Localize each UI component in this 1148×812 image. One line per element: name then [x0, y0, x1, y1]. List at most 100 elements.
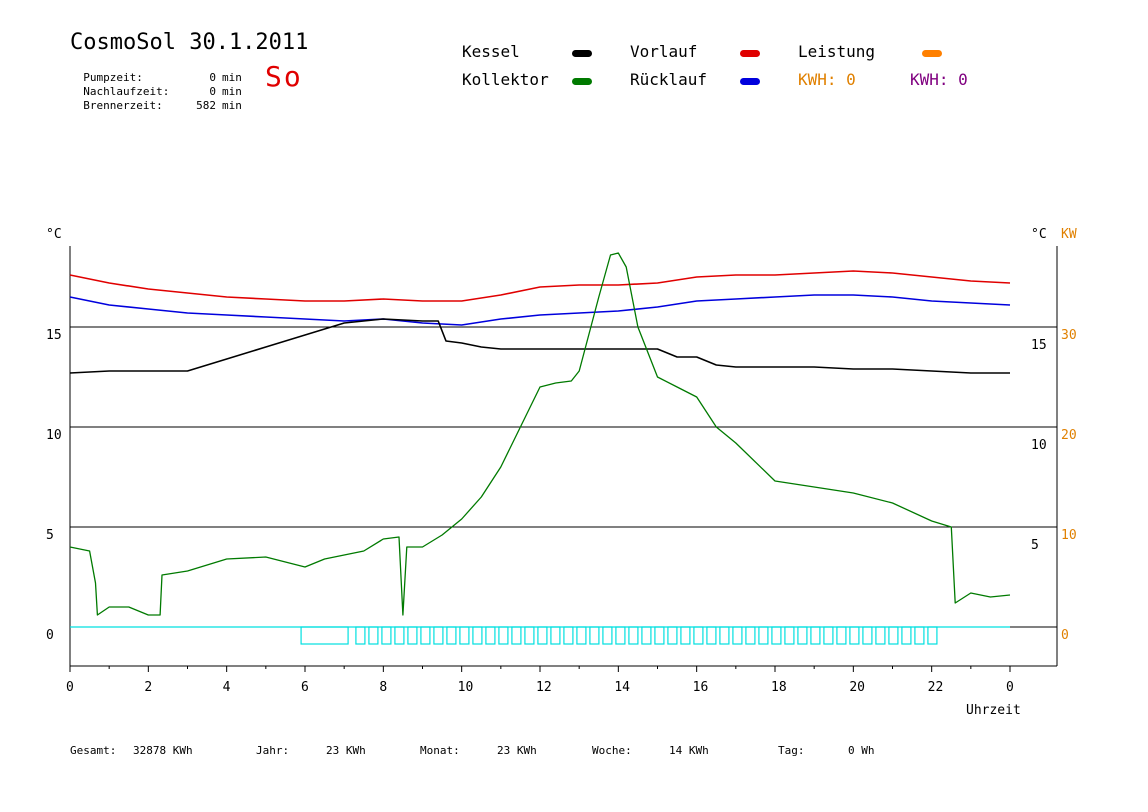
- stat-label: Brennerzeit:: [83, 99, 163, 112]
- pump-block: [823, 626, 834, 645]
- stat-value: 0: [209, 85, 216, 98]
- x-tick-label: 22: [928, 680, 944, 695]
- legend-ruecklauf: Rücklauf: [630, 70, 708, 89]
- x-tick-label: 16: [693, 680, 709, 695]
- left-tick-label: 5: [46, 528, 54, 543]
- right-celsius-tick-label: 15: [1031, 338, 1047, 353]
- footer-gesamt-label: Gesamt:: [70, 744, 117, 757]
- series-line-kessel: [69, 318, 1010, 374]
- footer-tag-value: 0 Wh: [848, 744, 875, 757]
- footer-jahr-label: Jahr:: [256, 744, 290, 757]
- pump-block: [862, 626, 873, 645]
- right-kw-tick-label: 0: [1061, 628, 1069, 643]
- pump-block: [654, 626, 665, 645]
- series-line-vorlauf: [69, 270, 1011, 302]
- right-axis-unit-celsius: °C: [1031, 227, 1047, 242]
- right-celsius-tick-label: 5: [1031, 538, 1039, 553]
- footer-jahr-value: 23 KWh: [326, 744, 366, 757]
- series-line-ruecklauf: [69, 294, 1011, 326]
- pump-block: [550, 626, 561, 645]
- pump-block: [576, 626, 587, 645]
- pump-block: [394, 626, 405, 645]
- x-tick-label: 4: [223, 680, 231, 695]
- right-celsius-tick-label: 10: [1031, 438, 1047, 453]
- pump-block: [875, 626, 886, 645]
- legend-leistung-swatch: [922, 50, 942, 57]
- legend-kwh-leistung: KWH: 0: [798, 70, 856, 89]
- pump-block: [446, 626, 457, 645]
- pump-block: [355, 626, 366, 645]
- pump-block: [836, 626, 847, 645]
- pump-block: [615, 626, 626, 645]
- legend-kwh-total: KWH: 0: [910, 70, 968, 89]
- x-axis-label: Uhrzeit: [966, 703, 1021, 718]
- x-tick-label: 0: [66, 680, 74, 695]
- stat-label: Pumpzeit:: [83, 71, 143, 84]
- footer-woche-value: 14 KWh: [669, 744, 709, 757]
- stat-unit: min: [222, 85, 242, 98]
- legend-vorlauf-swatch: [740, 50, 760, 57]
- left-tick-label: 15: [46, 328, 62, 343]
- footer-monat-value: 23 KWh: [497, 744, 537, 757]
- series-line-kollektor: [69, 252, 1011, 616]
- x-tick-label: 14: [614, 680, 630, 695]
- stat-value: 582: [196, 99, 216, 112]
- footer-monat-label: Monat:: [420, 744, 460, 757]
- pump-block: [300, 626, 349, 645]
- pump-block: [563, 626, 574, 645]
- pump-block: [368, 626, 379, 645]
- x-tick-label: 12: [536, 680, 552, 695]
- stat-value: 0: [209, 71, 216, 84]
- pump-block: [602, 626, 613, 645]
- pump-block: [537, 626, 548, 645]
- footer-tag-label: Tag:: [778, 744, 805, 757]
- pump-block: [485, 626, 496, 645]
- pump-block: [381, 626, 392, 645]
- legend-leistung: Leistung: [798, 42, 876, 61]
- pump-block: [420, 626, 431, 645]
- pump-block: [745, 626, 756, 645]
- left-tick-label: 10: [46, 428, 62, 443]
- legend-ruecklauf-swatch: [740, 78, 760, 85]
- x-tick-label: 6: [301, 680, 309, 695]
- pump-block: [472, 626, 483, 645]
- legend-kollektor: Kollektor: [462, 70, 549, 89]
- pump-block: [758, 626, 769, 645]
- x-tick-label: 8: [379, 680, 387, 695]
- right-kw-tick-label: 20: [1061, 428, 1077, 443]
- pump-block: [511, 626, 522, 645]
- x-tick-label: 0: [1006, 680, 1014, 695]
- pump-block: [498, 626, 509, 645]
- x-tick-label: 10: [458, 680, 474, 695]
- pump-block: [849, 626, 860, 645]
- pump-block: [888, 626, 899, 645]
- pump-block: [459, 626, 470, 645]
- pump-block: [589, 626, 600, 645]
- pump-block: [433, 626, 444, 645]
- stat-nachlaufzeit: Nachlaufzeit: 0 min: [70, 72, 242, 98]
- x-tick-label: 18: [771, 680, 787, 695]
- legend-kollektor-swatch: [572, 78, 592, 85]
- pump-block: [732, 626, 743, 645]
- pump-block: [719, 626, 730, 645]
- footer-woche-label: Woche:: [592, 744, 632, 757]
- pump-block: [810, 626, 821, 645]
- pump-block: [693, 626, 704, 645]
- pump-block: [771, 626, 782, 645]
- x-tick-label: 2: [144, 680, 152, 695]
- pump-block: [680, 626, 691, 645]
- pump-block: [641, 626, 652, 645]
- legend-kessel-swatch: [572, 50, 592, 57]
- footer-gesamt-value: 32878 KWh: [133, 744, 193, 757]
- x-tick-label: 20: [849, 680, 865, 695]
- pump-block: [628, 626, 639, 645]
- stat-pumpzeit: Pumpzeit: 0 min: [70, 58, 242, 84]
- pump-block: [667, 626, 678, 645]
- stat-brennerzeit: Brennerzeit: 582 min: [70, 86, 242, 112]
- pump-block: [901, 626, 912, 645]
- pump-block: [927, 626, 938, 645]
- chart-title: CosmoSol 30.1.2011: [70, 30, 309, 55]
- stat-unit: min: [222, 71, 242, 84]
- legend-vorlauf: Vorlauf: [630, 42, 698, 61]
